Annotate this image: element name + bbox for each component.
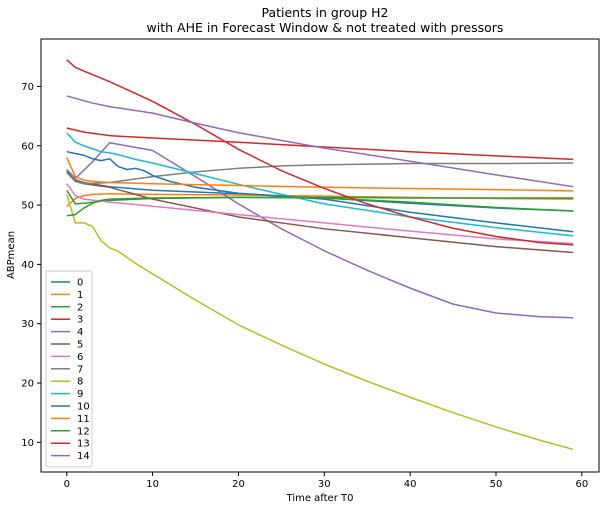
series-line-14	[66, 95, 574, 188]
y-tick-label: 40	[21, 260, 34, 271]
chart-title-line2: with AHE in Forecast Window & not treate…	[147, 20, 504, 35]
y-tick-label: 20	[21, 379, 34, 390]
legend-label-5: 5	[77, 340, 83, 351]
x-tick-label: 0	[64, 479, 70, 490]
series-line-3	[66, 127, 574, 161]
x-tick-label: 60	[575, 479, 588, 490]
legend-label-7: 7	[77, 364, 83, 375]
legend-label-0: 0	[77, 278, 83, 289]
legend-label-9: 9	[77, 389, 83, 400]
series-line-12	[66, 196, 574, 217]
x-tick-label: 40	[404, 479, 417, 490]
legend-label-13: 13	[77, 439, 90, 450]
series-line-10	[66, 150, 574, 233]
y-axis: 10 20 30 40 50 60 70	[21, 82, 41, 449]
plot-area	[66, 59, 574, 451]
legend-label-14: 14	[77, 451, 90, 462]
x-tick-label: 20	[232, 479, 245, 490]
series-line-6	[66, 183, 574, 245]
legend-label-2: 2	[77, 302, 83, 313]
y-axis-label: ABPmean	[6, 231, 17, 279]
y-tick-label: 30	[21, 319, 34, 330]
x-tick-label: 30	[318, 479, 331, 490]
series-line-13	[66, 59, 574, 246]
y-tick-label: 10	[21, 438, 34, 449]
series-line-8	[66, 194, 574, 451]
legend-label-8: 8	[77, 377, 83, 388]
x-tick-label: 50	[490, 479, 503, 490]
legend-label-12: 12	[77, 426, 90, 437]
x-axis: 0 10 20 30 40 50 60	[64, 472, 588, 490]
plot-frame	[40, 38, 600, 473]
series-line-11	[66, 157, 574, 192]
y-tick-label: 50	[21, 201, 34, 212]
y-tick-label: 70	[21, 82, 34, 93]
legend-label-6: 6	[77, 352, 83, 363]
x-tick-label: 10	[146, 479, 159, 490]
series-line-7	[66, 162, 574, 185]
legend-label-11: 11	[77, 414, 90, 425]
legend-label-1: 1	[77, 290, 83, 301]
y-tick-label: 60	[21, 141, 34, 152]
series-line-9	[66, 132, 574, 237]
series-line-4	[66, 142, 574, 319]
chart-title-line1: Patients in group H2	[261, 5, 388, 20]
series-line-5	[66, 171, 574, 254]
x-axis-label: Time after T0	[286, 493, 354, 504]
legend-label-4: 4	[77, 327, 83, 338]
series-line-2	[66, 189, 574, 212]
legend-label-3: 3	[77, 315, 83, 326]
series-line-0	[66, 170, 574, 212]
legend-label-10: 10	[77, 402, 90, 413]
